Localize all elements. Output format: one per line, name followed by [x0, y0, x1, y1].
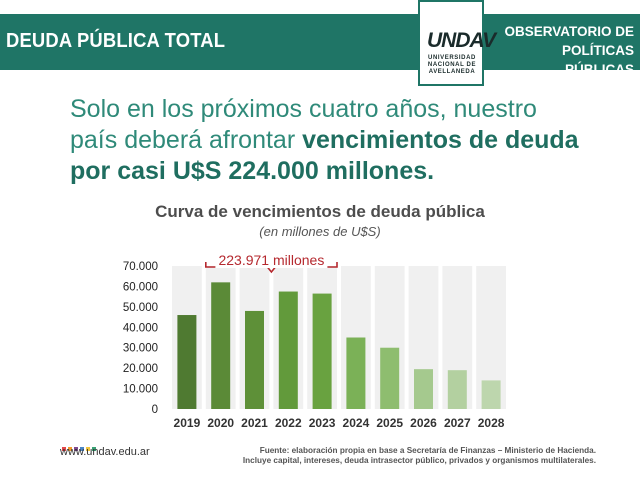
footer-source-line-2: Incluye capital, intereses, deuda intras… [242, 456, 596, 465]
org-name: OBSERVATORIO DE POLÍTICAS PÚBLICAS [494, 22, 634, 79]
headline: Solo en los próximos cuatro años, nuestr… [70, 94, 590, 187]
x-tick-label: 2027 [444, 416, 471, 430]
bar-2028 [481, 380, 501, 409]
x-tick-label: 2021 [241, 416, 268, 430]
logo-line-3: AVELLANEDA [428, 69, 476, 75]
annotation-bracket [205, 262, 338, 274]
chart-subtitle: (en millones de U$S) [259, 224, 381, 239]
x-tick-label: 2026 [410, 416, 437, 430]
chart-title: Curva de vencimientos de deuda pública [155, 202, 485, 221]
logo-mark: UNDAV [427, 29, 496, 52]
y-tick-label: 60.000 [123, 281, 158, 293]
y-tick-label: 40.000 [123, 322, 158, 334]
org-name-line-2: POLÍTICAS PÚBLICAS [561, 43, 634, 77]
footer-square [68, 447, 72, 451]
page-title: DEUDA PÚBLICA TOTAL [6, 30, 226, 52]
bar-2027 [447, 370, 467, 409]
x-tick-label: 2020 [207, 416, 234, 430]
footer-square [92, 447, 96, 451]
footer-color-squares [62, 438, 98, 451]
bar-2024 [346, 337, 366, 409]
x-tick-label: 2024 [343, 416, 370, 430]
bar-2019 [177, 315, 197, 409]
headline-lead: Solo en los próximos cuatro años, nuestr… [70, 95, 537, 154]
y-tick-label: 70.000 [123, 261, 158, 273]
y-tick-label: 30.000 [123, 343, 158, 355]
logo-line-2: NACIONAL DE [427, 62, 477, 68]
org-name-line-1: OBSERVATORIO DE [504, 24, 634, 39]
bar-2020 [211, 282, 231, 409]
x-tick-label: 2025 [376, 416, 403, 430]
bar-2026 [414, 369, 433, 409]
bar-2022 [278, 291, 298, 409]
x-tick-label: 2028 [478, 416, 505, 430]
annotation-label: 223.971 millones [218, 252, 324, 268]
footer-square [62, 447, 66, 451]
x-tick-label: 2022 [275, 416, 302, 430]
footer-source-line-1: Fuente: elaboración propia en base a Sec… [259, 446, 596, 455]
header-bar [0, 14, 640, 70]
y-tick-label: 20.000 [123, 363, 158, 375]
x-tick-label: 2023 [309, 416, 336, 430]
logo-subtitle: UNIVERSIDAD NACIONAL DE AVELLANEDA [422, 55, 482, 76]
footer-url[interactable]: www.undav.edu.ar [60, 446, 150, 458]
undav-logo: UNDAV UNIVERSIDAD NACIONAL DE AVELLANEDA [418, 0, 496, 86]
bar-2021 [245, 310, 264, 409]
bar-2025 [380, 347, 400, 409]
footer-square [86, 447, 90, 451]
annotation-label-bg [215, 250, 328, 268]
footer-square [80, 447, 84, 451]
logo-line-1: UNIVERSIDAD [428, 55, 476, 61]
x-tick-label: 2019 [174, 416, 201, 430]
footer-square [74, 447, 78, 451]
y-tick-label: 50.000 [123, 302, 158, 314]
bar-2023 [312, 293, 332, 409]
footer-source: Fuente: elaboración propia en base a Sec… [216, 446, 596, 466]
y-tick-label: 0 [152, 404, 158, 416]
headline-emphasis: vencimientos de deuda por casi U$S 224.0… [70, 126, 579, 185]
y-tick-label: 10.000 [123, 384, 158, 396]
